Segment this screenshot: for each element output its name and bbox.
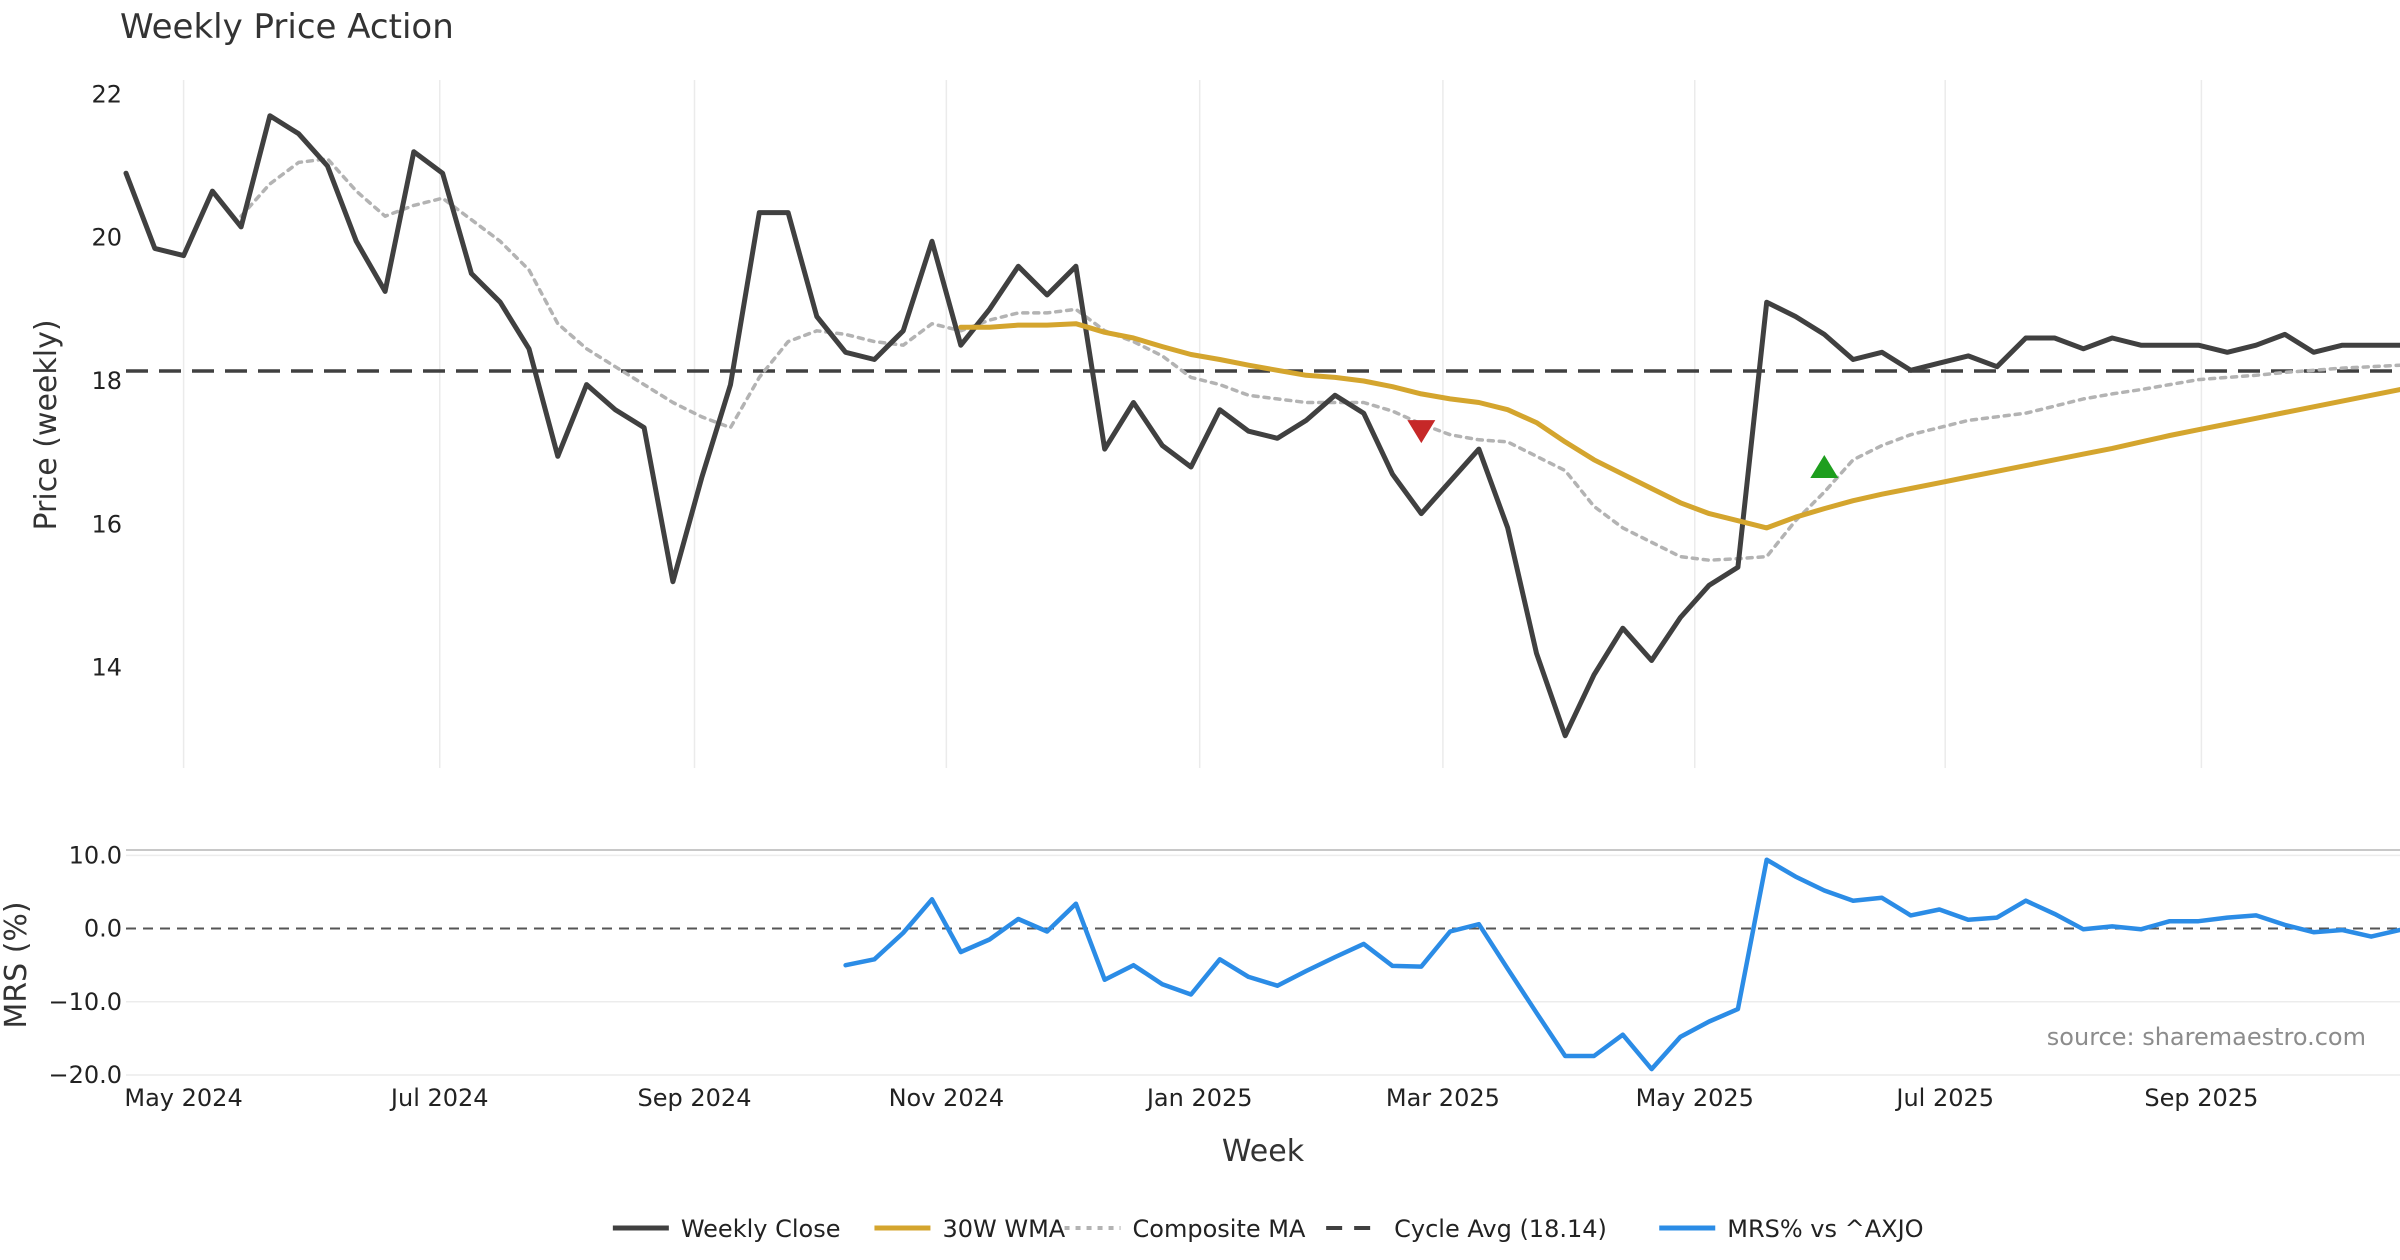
mrs-y-tick-label: 0.0	[84, 915, 122, 943]
mrs-series	[843, 857, 2400, 1072]
price-series-group	[123, 113, 2400, 739]
price-y-axis-label: Price (weekly)	[29, 319, 64, 530]
mrs-y-tick-label: −10.0	[48, 988, 122, 1016]
x-axis-label: Week	[1222, 1134, 1305, 1169]
source-note: source: sharemaestro.com	[2047, 1023, 2366, 1051]
price-y-tick-label: 14	[91, 654, 122, 682]
mrs-grid	[126, 849, 2400, 1076]
mrs-series-group	[843, 857, 2400, 1072]
legend-label-cycle-avg-18-14: Cycle Avg (18.14)	[1394, 1215, 1607, 1243]
price-grid	[182, 80, 2203, 768]
x-tick-label: Jan 2025	[1145, 1084, 1253, 1112]
x-tick-label: Mar 2025	[1386, 1084, 1500, 1112]
x-tick-label: Jul 2024	[389, 1084, 489, 1112]
sell-signal-marker	[1407, 420, 1436, 444]
price-y-tick-label: 16	[91, 510, 122, 538]
x-tick-label: Jul 2025	[1894, 1084, 1994, 1112]
price-y-tick-label: 18	[91, 367, 122, 395]
legend-label-30w-wma: 30W WMA	[942, 1215, 1065, 1243]
price-y-tick-label: 20	[91, 224, 122, 252]
mrs-y-tick-label: 10.0	[69, 841, 122, 869]
legend-label-mrs-vs-axjo: MRS% vs ^AXJO	[1727, 1215, 1923, 1243]
x-tick-label: Nov 2024	[889, 1084, 1005, 1112]
x-tick-label: May 2024	[124, 1084, 242, 1112]
weekly-close-series	[123, 113, 2400, 739]
x-tick-label: May 2025	[1636, 1084, 1754, 1112]
x-tick-label: Sep 2024	[638, 1084, 752, 1112]
legend: Weekly Close 30W WMA Composite MA Cycle Avg…	[612, 1215, 1924, 1243]
30w-wma-series	[958, 321, 2400, 531]
composite-ma-series	[239, 157, 2400, 562]
mrs-y-axis-label: MRS (%)	[0, 901, 34, 1028]
chart-title: Weekly Price Action	[120, 7, 454, 47]
price-y-tick-label: 22	[91, 80, 122, 108]
legend-label-weekly-close: Weekly Close	[681, 1215, 841, 1243]
buy-signal-marker	[1810, 455, 1839, 478]
mrs-y-tick-label: −20.0	[48, 1061, 122, 1089]
x-tick-label: Sep 2025	[2144, 1084, 2258, 1112]
legend-label-composite-ma: Composite MA	[1133, 1215, 1306, 1243]
